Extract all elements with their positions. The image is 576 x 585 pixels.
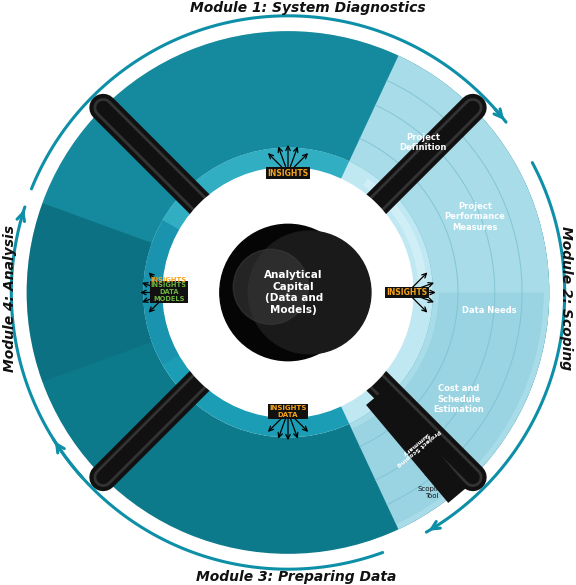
- Text: INSIGHTS: INSIGHTS: [267, 168, 309, 178]
- Text: Analytical
Capital
(Data and
Models): Analytical Capital (Data and Models): [264, 270, 323, 315]
- Wedge shape: [43, 31, 533, 243]
- Text: Cost and
Schedule
Estimation: Cost and Schedule Estimation: [434, 384, 484, 414]
- Wedge shape: [363, 178, 427, 281]
- Text: INSIGHTS
DATA
MODELS: INSIGHTS DATA MODELS: [151, 283, 187, 302]
- Text: INSIGHTS
DATA: INSIGHTS DATA: [270, 405, 306, 418]
- Circle shape: [233, 249, 308, 324]
- Wedge shape: [349, 56, 550, 529]
- Text: Module 4: Analysis: Module 4: Analysis: [3, 225, 17, 371]
- Text: Module 3: Preparing Data: Module 3: Preparing Data: [196, 570, 397, 584]
- Wedge shape: [143, 220, 180, 365]
- Text: INSIGHTS: INSIGHTS: [151, 277, 187, 283]
- Wedge shape: [341, 161, 433, 424]
- Text: Project
Definition: Project Definition: [399, 133, 446, 152]
- Text: Data Needs: Data Needs: [461, 305, 516, 315]
- Wedge shape: [26, 31, 550, 554]
- Text: Module 2: Scoping: Module 2: Scoping: [559, 226, 573, 370]
- Circle shape: [8, 12, 568, 573]
- Circle shape: [220, 224, 356, 361]
- Text: Module 1: System Diagnostics: Module 1: System Diagnostics: [190, 1, 426, 15]
- Text: Scoping
Tool: Scoping Tool: [418, 486, 445, 498]
- Text: Project Scoping
Summary: Project Scoping Summary: [392, 424, 441, 468]
- Wedge shape: [351, 292, 544, 524]
- Text: ✱✱: ✱✱: [423, 469, 439, 479]
- Wedge shape: [26, 203, 152, 382]
- Circle shape: [248, 231, 371, 354]
- Text: INSIGHTS: INSIGHTS: [386, 288, 428, 297]
- Text: Project
Performance
Measures: Project Performance Measures: [445, 202, 506, 232]
- Circle shape: [163, 167, 413, 418]
- Wedge shape: [143, 147, 433, 438]
- Wedge shape: [162, 147, 414, 230]
